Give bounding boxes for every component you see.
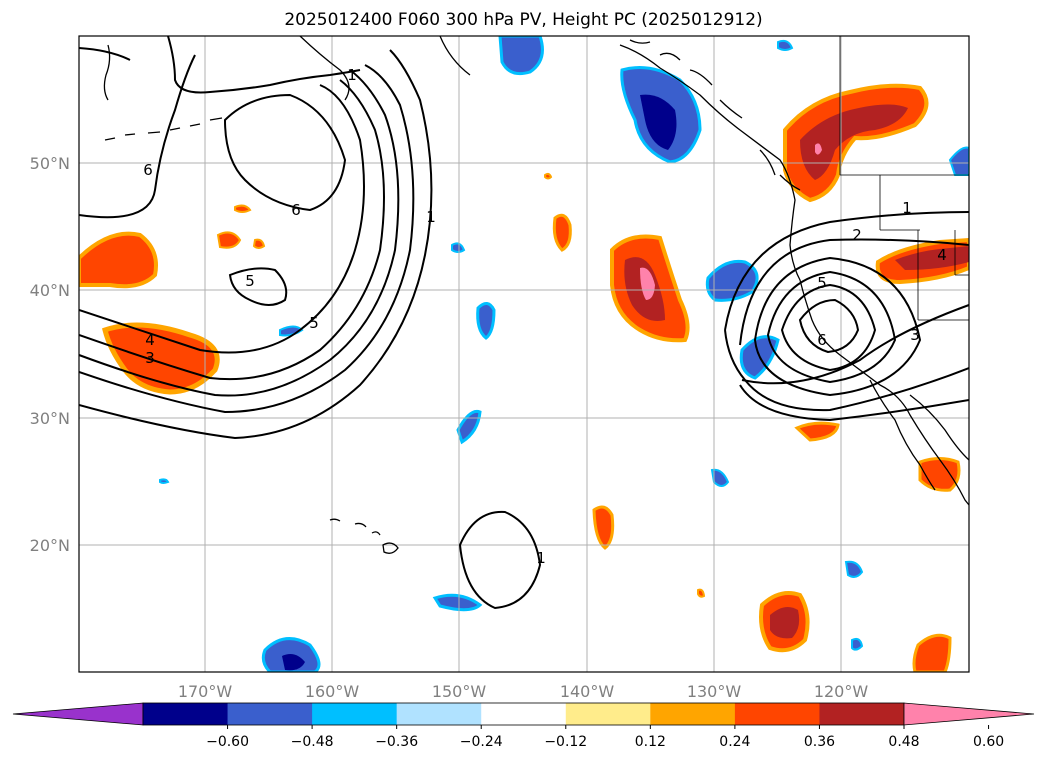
longitude-labels: 170°W 160°W 150°W 140°W 130°W 120°W	[178, 682, 869, 701]
colorbar-tick-label: 0.36	[804, 734, 835, 750]
lon-label: 170°W	[178, 682, 233, 701]
contour-label: 4	[145, 331, 155, 349]
contour-label: 1	[347, 66, 357, 84]
colorbar-segment	[396, 703, 482, 725]
contour-label: 1	[426, 208, 436, 226]
colorbar: −0.60 −0.48 −0.36 −0.24 −0.12 0.12 0.24 0.36 0.4…	[12, 702, 1035, 750]
height-contours	[79, 36, 969, 610]
colorbar-segment	[650, 703, 736, 725]
colorbar-segments	[142, 702, 905, 726]
colorbar-tick-labels: −0.60 −0.48 −0.36 −0.24 −0.12 0.12 0.24 0.36 0.4…	[206, 725, 1004, 750]
contour-label: 5	[309, 314, 319, 332]
colorbar-tick-label: 0.24	[719, 734, 750, 750]
lat-label: 20°N	[30, 536, 70, 555]
lon-label: 140°W	[560, 682, 615, 701]
colorbar-tick-label: −0.12	[544, 734, 587, 750]
contour-label: 3	[145, 349, 155, 367]
lon-label: 120°W	[814, 682, 869, 701]
lon-label: 130°W	[687, 682, 742, 701]
contour-label: 1	[902, 199, 912, 217]
colorbar-tick-label: −0.60	[206, 734, 249, 750]
map-frame	[78, 35, 970, 673]
contour-label: 6	[143, 161, 153, 179]
latitude-labels: 50°N 40°N 30°N 20°N	[30, 154, 70, 555]
colorbar-extend-max	[903, 702, 1035, 726]
colorbar-segment	[565, 703, 651, 725]
lat-label: 50°N	[30, 154, 70, 173]
colorbar-tick-label: 0.12	[635, 734, 666, 750]
colorbar-tick-label: 0.60	[973, 734, 1004, 750]
graticule	[79, 36, 969, 672]
colorbar-tick-label: −0.36	[375, 734, 418, 750]
contour-label: 6	[291, 201, 301, 219]
colorbar-segment	[819, 703, 905, 725]
contour-label: 2	[852, 226, 862, 244]
colorbar-tick-label: −0.24	[460, 734, 503, 750]
colorbar-tick-label: −0.48	[291, 734, 334, 750]
contour-label: 5	[245, 272, 255, 290]
coastlines	[103, 36, 969, 554]
colorbar-tick-label: 0.48	[888, 734, 919, 750]
lon-label: 150°W	[432, 682, 487, 701]
colorbar-segment	[143, 703, 229, 725]
contour-label: 4	[937, 246, 947, 264]
colorbar-segment	[312, 703, 398, 725]
contour-label: 3	[910, 326, 920, 344]
colorbar-segment	[481, 703, 567, 725]
map-title: 2025012400 F060 300 hPa PV, Height PC (2…	[284, 10, 763, 30]
colorbar-segment	[227, 703, 313, 725]
contour-label: 1	[536, 549, 546, 567]
pv-shading	[79, 36, 969, 672]
contour-label: 5	[817, 274, 827, 292]
colorbar-segment	[734, 703, 820, 725]
colorbar-extend-min	[12, 702, 144, 726]
lat-label: 40°N	[30, 281, 70, 300]
lat-label: 30°N	[30, 409, 70, 428]
lon-label: 160°W	[305, 682, 360, 701]
contour-labels: 6 6 5 5 1 4 3 2 4 1 5 6 1 3 1	[143, 66, 947, 567]
contour-label: 6	[817, 331, 827, 349]
